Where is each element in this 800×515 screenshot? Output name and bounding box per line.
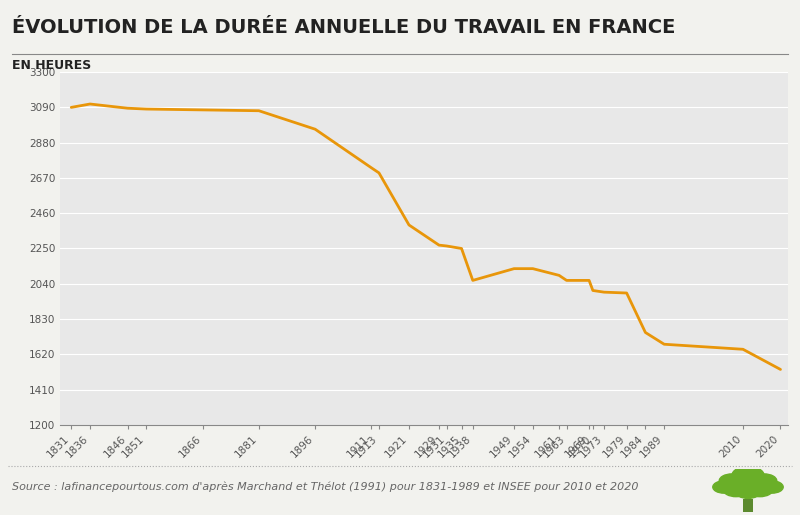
Circle shape [747,483,773,496]
Circle shape [732,467,764,484]
Circle shape [761,481,783,493]
Text: Source : lafinancepourtous.com d'après Marchand et Thélot (1991) pour 1831-1989 : Source : lafinancepourtous.com d'après M… [12,482,638,492]
FancyBboxPatch shape [743,500,753,511]
Circle shape [735,485,761,499]
Circle shape [719,474,745,488]
Circle shape [723,483,749,496]
Text: EN HEURES: EN HEURES [12,59,91,72]
Text: ÉVOLUTION DE LA DURÉE ANNUELLE DU TRAVAIL EN FRANCE: ÉVOLUTION DE LA DURÉE ANNUELLE DU TRAVAI… [12,18,675,37]
Circle shape [732,475,764,493]
Circle shape [751,474,777,488]
Circle shape [713,481,735,493]
